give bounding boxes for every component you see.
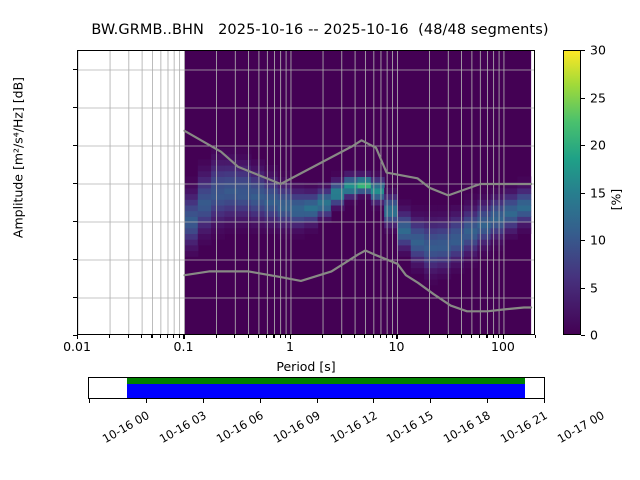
colorbar-tick-label: 25: [590, 90, 606, 105]
x-tick-mark-minor: [266, 335, 268, 338]
y-tick-mark: [73, 183, 77, 185]
x-tick-mark-minor: [127, 335, 129, 338]
colorbar-tick-mark: [581, 97, 585, 99]
y-tick-mark: [73, 297, 77, 299]
y-tick-mark: [73, 335, 77, 337]
x-tick-mark-minor: [460, 335, 462, 338]
timeline-tick-label: 10-16 12: [327, 408, 380, 446]
x-tick-label: 0.01: [63, 339, 91, 354]
x-tick-mark-minor: [492, 335, 494, 338]
colorbar-tick-label: 15: [590, 185, 606, 200]
x-tick-mark-minor: [279, 335, 281, 338]
x-tick-mark-minor: [151, 335, 153, 338]
x-tick-label: 1: [285, 339, 294, 354]
data-coverage-band: [126, 378, 525, 384]
colorbar-tick-mark: [581, 145, 585, 147]
x-tick-mark-minor: [479, 335, 481, 338]
x-tick-mark-minor: [498, 335, 500, 338]
x-tick-mark-major: [183, 335, 185, 339]
x-axis-label: Period [s]: [276, 359, 336, 374]
x-tick-mark-minor: [166, 335, 169, 338]
timeline-tick-mark: [259, 399, 261, 403]
x-tick-mark-minor: [535, 335, 537, 338]
colorbar-tick-mark: [581, 287, 585, 289]
x-tick-mark-minor: [215, 335, 217, 338]
y-tick-mark: [73, 221, 77, 223]
colorbar-tick-label: 10: [590, 232, 606, 248]
timeline-tick-mark: [145, 399, 147, 403]
colorbar-tick-label: 5: [590, 280, 598, 295]
y-tick-mark: [73, 69, 77, 71]
x-tick-mark-minor: [486, 335, 488, 338]
x-tick-mark-major: [77, 335, 79, 339]
timeline-tick-label: 10-17 00: [554, 408, 607, 446]
y-tick-mark: [73, 107, 77, 109]
psd-segments-band: [126, 384, 525, 398]
x-tick-mark-minor: [159, 335, 161, 338]
x-tick-mark-minor: [372, 335, 374, 338]
timeline-tick-mark: [89, 399, 91, 403]
timeline-tick-label: 10-16 18: [441, 408, 493, 446]
x-tick-mark-minor: [447, 335, 449, 338]
x-tick-mark-minor: [364, 335, 366, 338]
x-tick-mark-minor: [322, 335, 324, 338]
y-axis-label: Amplitude [m²/s⁴/Hz] [dB]: [10, 76, 26, 239]
timeline-coverage-axes[interactable]: [88, 377, 545, 399]
colorbar-tick-mark: [581, 50, 585, 52]
timeline-tick-mark: [487, 399, 489, 403]
x-tick-mark-major: [289, 335, 292, 339]
x-tick-mark-minor: [178, 335, 180, 338]
x-tick-mark-minor: [234, 335, 236, 338]
x-tick-mark-minor: [273, 335, 275, 338]
x-tick-label: 10: [388, 339, 405, 354]
x-tick-mark-minor: [386, 335, 388, 338]
page-title: BW.GRMB..BHN 2025-10-16 -- 2025-10-16 (4…: [91, 22, 549, 38]
timeline-tick-mark: [544, 399, 546, 403]
x-tick-mark-minor: [470, 335, 472, 338]
x-tick-mark-major: [396, 335, 398, 339]
x-tick-label: 0.1: [173, 339, 194, 354]
timeline-tick-mark: [430, 399, 432, 403]
timeline-tick-label: 10-16 00: [99, 408, 152, 446]
x-tick-mark-minor: [173, 335, 175, 338]
x-tick-mark-minor: [285, 335, 287, 338]
colorbar-tick-label: 20: [590, 137, 606, 153]
y-tick-mark: [73, 145, 77, 147]
colorbar-tick-label: 30: [590, 42, 606, 58]
colorbar-tick-mark: [581, 335, 585, 337]
timeline-tick-label: 10-16 06: [213, 408, 266, 446]
x-tick-mark-minor: [247, 335, 249, 338]
timeline-tick-mark: [316, 399, 318, 403]
x-tick-mark-major: [502, 335, 505, 339]
timeline-tick-mark: [202, 399, 204, 403]
y-tick-mark: [73, 259, 77, 261]
ppsd-plot-area[interactable]: [77, 50, 535, 335]
colorbar-tick-mark: [581, 240, 585, 242]
timeline-tick-label: 10-16 03: [156, 408, 209, 446]
ppsd-histogram-canvas: [78, 51, 534, 334]
colorbar-label: [%]: [608, 188, 624, 211]
colorbar-tick-mark: [581, 192, 585, 194]
x-tick-mark-minor: [379, 335, 382, 338]
colorbar-tick-label: 0: [590, 327, 598, 343]
x-tick-mark-minor: [391, 335, 393, 338]
timeline-tick-label: 10-16 09: [270, 408, 323, 446]
x-tick-mark-minor: [428, 335, 430, 338]
timeline-tick-label: 10-16 15: [384, 408, 437, 446]
x-tick-mark-minor: [257, 335, 259, 338]
x-tick-label: 100: [491, 339, 515, 354]
x-tick-mark-minor: [340, 335, 342, 338]
colorbar[interactable]: [563, 50, 581, 335]
timeline-tick-mark: [373, 399, 375, 403]
timeline-tick-label: 10-16 21: [498, 408, 550, 446]
x-tick-mark-minor: [354, 335, 356, 338]
x-tick-mark-minor: [141, 335, 143, 338]
x-tick-mark-minor: [109, 335, 111, 338]
